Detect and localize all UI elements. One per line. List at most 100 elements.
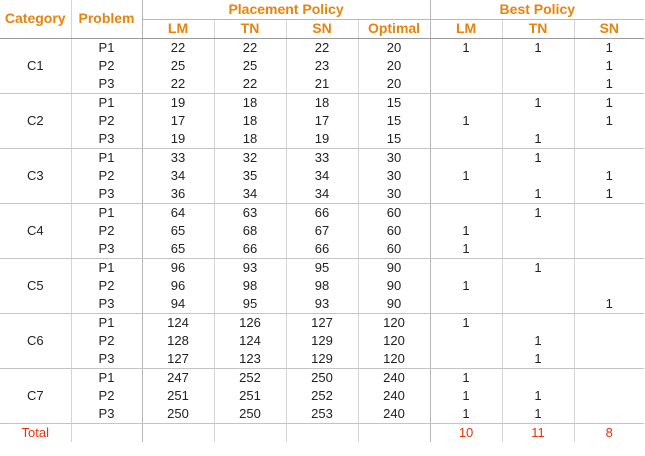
cell-sn: 66 xyxy=(285,239,358,259)
cell-tn: 68 xyxy=(213,221,286,240)
cell-sn: 127 xyxy=(285,313,358,332)
cell-tn: 34 xyxy=(213,184,286,204)
cell-optimal: 60 xyxy=(357,239,431,259)
best-policy-header: Best Policy xyxy=(429,0,645,20)
cell-best-tn: 1 xyxy=(501,349,575,369)
cell-sn: 19 xyxy=(285,129,358,149)
cell-best-lm xyxy=(429,56,503,75)
cell-best-sn xyxy=(573,239,645,259)
total-empty xyxy=(70,423,142,442)
cell-best-sn: 1 xyxy=(573,56,645,75)
cell-best-sn xyxy=(573,276,645,295)
cell-best-tn xyxy=(501,74,575,94)
cell-sn: 18 xyxy=(285,93,358,112)
cell-optimal: 240 xyxy=(357,368,431,387)
problem-cell: P1 xyxy=(70,368,142,387)
problem-cell: P2 xyxy=(70,386,142,405)
table-row: P3 94 95 93 90 1 xyxy=(0,294,645,314)
cell-lm: 247 xyxy=(141,368,214,387)
table-body: C1 P1 22 22 22 20 1 1 1 P2 25 25 23 20 1 P3 22 22 21 20 1 C2 P… xyxy=(0,38,645,442)
problem-cell: P3 xyxy=(70,349,142,369)
cell-sn: 34 xyxy=(285,166,358,185)
cell-sn: 95 xyxy=(285,258,358,277)
cell-optimal: 15 xyxy=(357,129,431,149)
cell-best-lm xyxy=(429,93,503,112)
cell-best-lm: 1 xyxy=(429,166,503,185)
cell-best-lm: 1 xyxy=(429,38,503,57)
problem-cell: P3 xyxy=(70,294,142,314)
cell-optimal: 90 xyxy=(357,276,431,295)
cell-sn: 93 xyxy=(285,294,358,314)
cell-best-sn: 1 xyxy=(573,294,645,314)
cell-sn: 98 xyxy=(285,276,358,295)
cell-best-sn: 1 xyxy=(573,93,645,112)
cell-tn: 32 xyxy=(213,148,286,167)
cell-tn: 18 xyxy=(213,129,286,149)
cell-best-sn xyxy=(573,331,645,350)
best-tn-header: TN xyxy=(501,19,575,39)
table-row: C5 P1 96 93 95 90 1 xyxy=(0,258,645,314)
cell-best-lm: 1 xyxy=(429,239,503,259)
table-row: C3 P1 33 32 33 30 1 xyxy=(0,148,645,204)
problem-header: Problem xyxy=(70,0,142,39)
cell-best-sn: 1 xyxy=(573,184,645,204)
total-best-sn: 8 xyxy=(573,423,645,442)
cell-best-tn xyxy=(501,166,575,185)
cell-best-tn xyxy=(501,313,575,332)
total-empty xyxy=(141,423,214,442)
table-row: P2 25 25 23 20 1 xyxy=(0,56,645,75)
best-lm-header: LM xyxy=(429,19,503,39)
problem-cell: P1 xyxy=(70,258,142,277)
cell-lm: 19 xyxy=(141,129,214,149)
cell-tn: 95 xyxy=(213,294,286,314)
cell-tn: 124 xyxy=(213,331,286,350)
cell-best-sn xyxy=(573,313,645,332)
cell-best-tn: 1 xyxy=(501,258,575,277)
placement-tn-header: TN xyxy=(213,19,286,39)
cell-lm: 65 xyxy=(141,221,214,240)
problem-cell: P1 xyxy=(70,38,142,57)
cell-best-sn xyxy=(573,368,645,387)
cell-lm: 22 xyxy=(141,38,214,57)
cell-best-tn xyxy=(501,368,575,387)
cell-tn: 22 xyxy=(213,38,286,57)
problem-cell: P3 xyxy=(70,129,142,149)
cell-optimal: 120 xyxy=(357,349,431,369)
cell-lm: 124 xyxy=(141,313,214,332)
table-row: P3 22 22 21 20 1 xyxy=(0,74,645,94)
table-row: P3 65 66 66 60 1 xyxy=(0,239,645,259)
table-row: C2 P1 19 18 18 15 1 1 xyxy=(0,93,645,149)
cell-best-sn: 1 xyxy=(573,111,645,130)
cell-lm: 19 xyxy=(141,93,214,112)
total-label: Total xyxy=(21,425,49,440)
placement-policy-header: Placement Policy xyxy=(141,0,431,20)
table-row: P2 65 68 67 60 1 xyxy=(0,221,645,240)
cell-best-tn: 1 xyxy=(501,404,575,424)
problem-cell: P1 xyxy=(70,313,142,332)
table-row: P3 19 18 19 15 1 xyxy=(0,129,645,149)
cell-best-sn xyxy=(573,349,645,369)
cell-tn: 126 xyxy=(213,313,286,332)
cell-lm: 22 xyxy=(141,74,214,94)
total-empty xyxy=(285,423,358,442)
cell-best-lm: 1 xyxy=(429,111,503,130)
total-empty xyxy=(213,423,286,442)
placement-lm-header: LM xyxy=(141,19,214,39)
cell-lm: 96 xyxy=(141,258,214,277)
cell-lm: 65 xyxy=(141,239,214,259)
cell-optimal: 15 xyxy=(357,111,431,130)
cell-lm: 25 xyxy=(141,56,214,75)
cell-best-tn: 1 xyxy=(501,184,575,204)
cell-best-tn xyxy=(501,239,575,259)
cell-sn: 252 xyxy=(285,386,358,405)
cell-optimal: 240 xyxy=(357,386,431,405)
cell-sn: 250 xyxy=(285,368,358,387)
cell-best-sn xyxy=(573,258,645,277)
cell-tn: 25 xyxy=(213,56,286,75)
cell-sn: 253 xyxy=(285,404,358,424)
cell-tn: 18 xyxy=(213,111,286,130)
cell-optimal: 20 xyxy=(357,74,431,94)
category-cell: C7 xyxy=(0,368,71,424)
problem-cell: P3 xyxy=(70,184,142,204)
cell-tn: 93 xyxy=(213,258,286,277)
